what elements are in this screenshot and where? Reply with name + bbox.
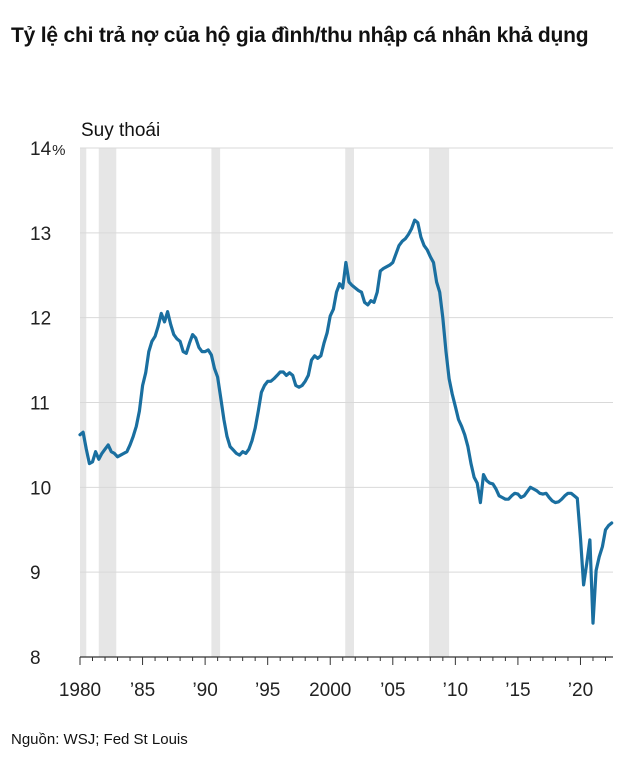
gridlines — [80, 147, 613, 573]
series-line-0 — [78, 218, 614, 625]
y-tick-label-14: 14% — [30, 139, 65, 160]
x-tick-label-1980: 1980 — [59, 680, 101, 701]
chart-title: Tỷ lệ chi trả nợ của hộ gia đình/thu nhậ… — [11, 24, 589, 47]
series-lines — [78, 218, 614, 625]
x-tick-label-2010: ’10 — [443, 680, 468, 701]
recession-label: Suy thoái — [81, 120, 160, 141]
y-axis-ticks: 14% 13 12 11 10 9 8 — [30, 139, 65, 669]
x-tick-label-1995: ’95 — [255, 680, 280, 701]
y-tick-label-8: 8 — [30, 648, 41, 669]
x-tick-label-2020: ’20 — [568, 680, 593, 701]
y-tick-label-12: 12 — [30, 309, 51, 330]
x-tick-label-1990: ’90 — [192, 680, 217, 701]
y-tick-label-11: 11 — [30, 394, 50, 415]
y-tick-label-9: 9 — [30, 563, 41, 584]
x-tick-label-2005: ’05 — [380, 680, 405, 701]
x-tick-label-2000: 2000 — [309, 680, 351, 701]
source-note: Nguồn: WSJ; Fed St Louis — [11, 731, 188, 748]
x-axis: 1980 ’85 ’90 ’95 2000 ’05 ’10 ’15 ’20 — [59, 656, 613, 701]
y-tick-label-10: 10 — [30, 478, 51, 499]
x-tick-label-1985: ’85 — [130, 680, 155, 701]
y-tick-unit: % — [52, 142, 65, 159]
x-tick-label-2015: ’15 — [505, 680, 530, 701]
y-tick-label-13: 13 — [30, 224, 51, 245]
